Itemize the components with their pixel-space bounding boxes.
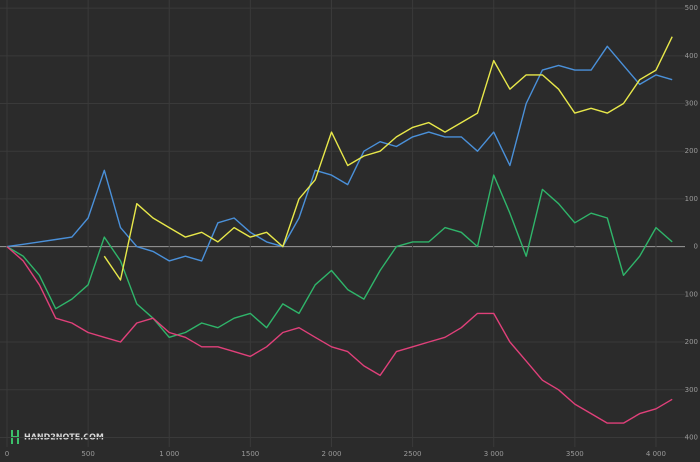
- series-line: [6, 246, 673, 424]
- grid: [0, 0, 685, 447]
- x-tick-label: 1500: [241, 450, 259, 458]
- y-tick-label: 200: [685, 147, 698, 155]
- x-tick-label: 500: [81, 450, 94, 458]
- y-tick-label: 100: [685, 195, 698, 203]
- y-tick-label: 300: [685, 386, 698, 394]
- y-tick-label: 200: [685, 338, 698, 346]
- y-tick-label: 400: [685, 433, 698, 441]
- x-tick-label: 0: [5, 450, 9, 458]
- series-line: [6, 174, 673, 338]
- y-tick-label: 500: [685, 4, 698, 12]
- series-line: [103, 36, 673, 281]
- x-tick-label: 3 000: [484, 450, 504, 458]
- series-line: [6, 45, 673, 262]
- x-tick-label: 4 000: [646, 450, 666, 458]
- y-tick-label: 300: [685, 100, 698, 108]
- x-tick-label: 1 000: [159, 450, 179, 458]
- y-tick-label: 0: [694, 243, 698, 251]
- y-tick-label: 400: [685, 52, 698, 60]
- y-tick-label: 100: [685, 290, 698, 298]
- x-tick-label: 2500: [404, 450, 422, 458]
- x-tick-label: 2 000: [321, 450, 341, 458]
- x-tick-label: 3500: [566, 450, 584, 458]
